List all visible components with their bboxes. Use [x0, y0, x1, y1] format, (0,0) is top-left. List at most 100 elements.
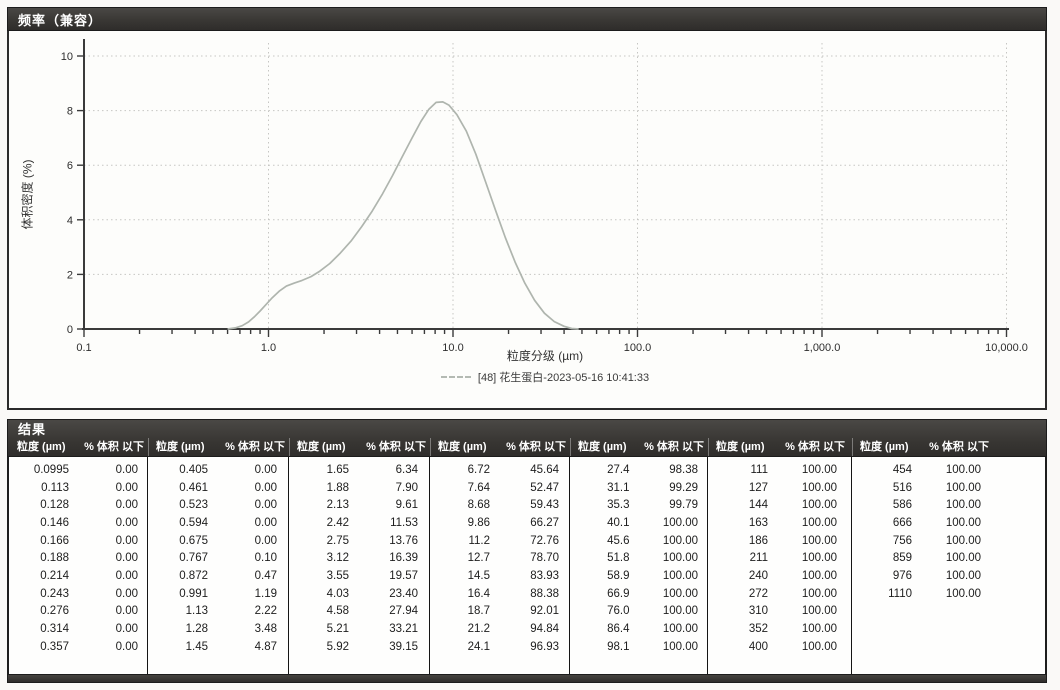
size-cell: 58.9 — [607, 569, 630, 582]
pct-cell: 19.57 — [389, 569, 418, 582]
size-cell: 45.6 — [607, 534, 630, 547]
size-cell: 4.58 — [326, 605, 349, 618]
column-group: 0.0995 0.00 0.113 0.00 0.128 0.00 0.146 0.00 0.1… — [9, 457, 147, 674]
pct-cell: 0.00 — [254, 499, 277, 512]
table-row: 1.45 4.87 — [148, 638, 288, 656]
table-row: 0.146 0.00 — [9, 514, 147, 532]
size-cell: 1110 — [888, 587, 912, 600]
table-row: 16.4 88.38 — [430, 585, 569, 603]
size-cell: 586 — [892, 499, 912, 512]
size-cell: 66.9 — [607, 587, 630, 600]
size-cell: 14.5 — [467, 569, 490, 582]
pct-cell: 0.00 — [115, 552, 138, 565]
size-cell: 21.2 — [467, 623, 490, 636]
column-group: 454 100.00 516 100.00 586 100.00 666 100.00 756 1… — [851, 457, 1044, 674]
size-cell: 0.523 — [179, 499, 208, 512]
size-cell: 666 — [892, 516, 912, 529]
pct-cell: 100.00 — [945, 587, 981, 600]
distribution-curve — [227, 101, 579, 330]
table-row: 18.7 92.01 — [430, 603, 569, 621]
table-row: 352 100.00 — [708, 620, 851, 638]
table-row: 516 100.00 — [852, 479, 1044, 497]
frequency-chart-canvas: 0.1 1.0 10.0 100.0 1,000.0 10,000.0 0 2 4 6 8 10 — [61, 39, 1028, 354]
size-cell: 98.1 — [607, 640, 630, 653]
table-row: 4.03 23.40 — [289, 585, 429, 603]
table-row: 0.166 0.00 — [9, 532, 147, 550]
pct-cell: 0.00 — [115, 587, 138, 600]
size-cell: 2.13 — [326, 499, 349, 512]
table-row: 0.872 0.47 — [148, 567, 288, 585]
size-cell: 976 — [892, 569, 912, 582]
size-column-header: 粒度 (µm) — [860, 441, 909, 453]
size-cell: 2.75 — [326, 534, 349, 547]
pct-cell: 0.00 — [115, 569, 138, 582]
pct-cell: 100.00 — [945, 481, 981, 494]
size-column-header: 粒度 (µm) — [297, 441, 346, 453]
table-row: 144 100.00 — [708, 496, 851, 514]
table-row: 0.991 1.19 — [148, 585, 288, 603]
table-row: 2.42 11.53 — [289, 514, 429, 532]
size-cell: 859 — [892, 552, 912, 565]
table-row: 0.214 0.00 — [9, 567, 147, 585]
pct-cell: 27.94 — [389, 605, 418, 618]
pct-cell: 1.19 — [254, 587, 277, 600]
table-row: 0.594 0.00 — [148, 514, 288, 532]
pct-column-header: % 体积 以下 — [929, 441, 989, 453]
table-row: 756 100.00 — [852, 532, 1044, 550]
pct-cell: 0.47 — [254, 569, 277, 582]
pct-column-header: % 体积 以下 — [225, 441, 285, 453]
size-cell: 3.55 — [326, 569, 349, 582]
pct-cell: 2.22 — [254, 605, 277, 618]
column-group-header: 粒度 (µm) % 体积 以下 — [289, 438, 430, 456]
table-row: 1.13 2.22 — [148, 603, 288, 621]
size-column-header: 粒度 (µm) — [438, 441, 487, 453]
size-cell: 5.21 — [326, 623, 349, 636]
size-cell: 211 — [749, 552, 768, 565]
column-group-header: 粒度 (µm) % 体积 以下 — [148, 438, 289, 456]
legend: [48] 花生蛋白-2023-05-16 10:41:33 — [84, 369, 1006, 385]
pct-cell: 100.00 — [801, 463, 837, 476]
size-cell: 8.68 — [467, 499, 490, 512]
pct-cell: 23.40 — [389, 587, 418, 600]
pct-cell: 0.00 — [254, 463, 277, 476]
pct-cell: 100.00 — [662, 516, 698, 529]
size-cell: 16.4 — [467, 587, 490, 600]
pct-cell: 0.00 — [115, 534, 138, 547]
table-row: 2.75 13.76 — [289, 532, 429, 550]
column-group: 111 100.00 127 100.00 144 100.00 163 100.00 186 1… — [707, 457, 851, 674]
column-group-header: 粒度 (µm) % 体积 以下 — [430, 438, 570, 456]
table-row: 3.12 16.39 — [289, 549, 429, 567]
pct-cell: 100.00 — [945, 569, 981, 582]
table-row: 0.0995 0.00 — [9, 461, 147, 479]
size-cell: 352 — [748, 623, 768, 636]
table-row: 3.55 19.57 — [289, 567, 429, 585]
size-cell: 7.64 — [467, 481, 490, 494]
size-cell: 111 — [750, 463, 768, 476]
table-row: 5.21 33.21 — [289, 620, 429, 638]
y-tick-label: 6 — [67, 160, 73, 172]
pct-cell: 100.00 — [662, 640, 698, 653]
size-column-header: 粒度 (µm) — [156, 441, 205, 453]
table-row: 0.675 0.00 — [148, 532, 288, 550]
results-table: 0.0995 0.00 0.113 0.00 0.128 0.00 0.146 0.00 0.1… — [7, 457, 1047, 674]
table-row: 98.1 100.00 — [570, 638, 707, 656]
table-row: 111 100.00 — [708, 461, 851, 479]
table-row: 6.72 45.64 — [430, 461, 569, 479]
column-group: 6.72 45.64 7.64 52.47 8.68 59.43 9.86 66.27 11.2… — [429, 457, 569, 674]
pct-cell: 66.27 — [530, 516, 559, 529]
size-cell: 0.675 — [179, 534, 208, 547]
table-row: 76.0 100.00 — [570, 603, 707, 621]
pct-cell: 16.39 — [389, 552, 418, 565]
pct-column-header: % 体积 以下 — [644, 441, 704, 453]
pct-cell: 78.70 — [530, 552, 559, 565]
pct-cell: 0.00 — [115, 640, 138, 653]
pct-cell: 52.47 — [530, 481, 559, 494]
pct-cell: 100.00 — [662, 534, 698, 547]
column-group: 27.4 98.38 31.1 99.29 35.3 99.79 40.1 100.00 45.… — [569, 457, 707, 674]
size-cell: 35.3 — [607, 499, 630, 512]
table-row: 0.314 0.00 — [9, 620, 147, 638]
column-group: 0.405 0.00 0.461 0.00 0.523 0.00 0.594 0.00 0.67… — [147, 457, 288, 674]
pct-cell: 39.15 — [389, 640, 418, 653]
size-cell: 0.113 — [41, 481, 69, 494]
pct-cell: 100.00 — [662, 605, 698, 618]
